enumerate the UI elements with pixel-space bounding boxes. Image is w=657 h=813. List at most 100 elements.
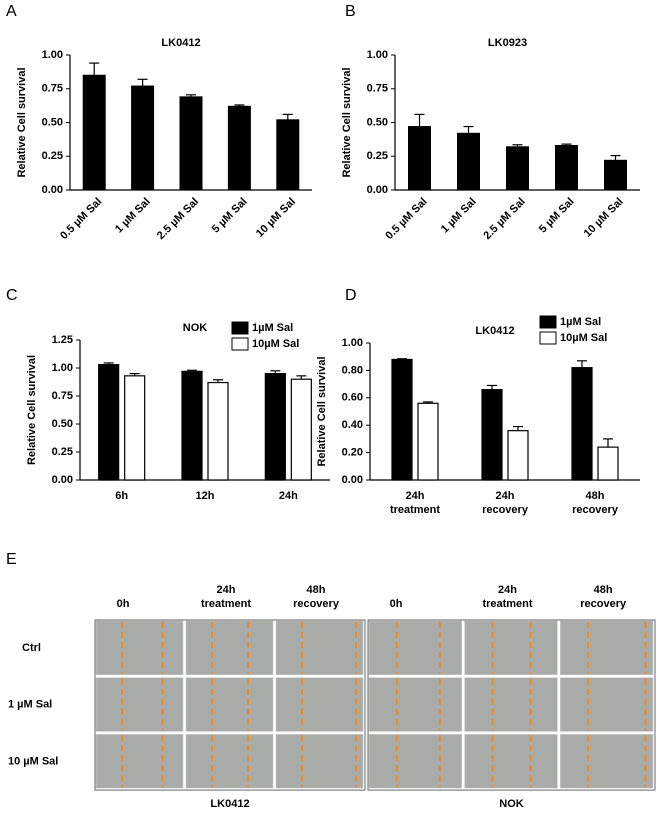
bar bbox=[181, 370, 203, 481]
y-tick-label: 0.00 bbox=[367, 184, 388, 196]
x-tick-label: 1 µM Sal bbox=[113, 196, 153, 236]
legend-swatch bbox=[231, 337, 249, 351]
y-tick-label: 1.25 bbox=[52, 334, 73, 346]
micrograph bbox=[186, 734, 273, 789]
micrograph-texture bbox=[185, 620, 274, 676]
y-tick-label: 1.00 bbox=[367, 49, 388, 61]
y-tick-label: 0.00 bbox=[42, 184, 63, 196]
legend-label: 1µM Sal bbox=[252, 322, 293, 334]
x-tick-label: 10 µM Sal bbox=[582, 196, 626, 240]
micrograph-texture bbox=[275, 734, 364, 789]
micrograph-texture bbox=[560, 677, 654, 732]
micrograph-texture bbox=[95, 620, 184, 676]
y-tick-label: 0.60 bbox=[342, 392, 363, 404]
bar bbox=[507, 430, 529, 481]
x-tick-label: 24h recovery bbox=[482, 490, 529, 516]
micrograph-texture bbox=[275, 620, 364, 676]
micrograph-texture bbox=[560, 734, 654, 789]
line: 12h bbox=[196, 490, 215, 502]
bar bbox=[82, 74, 106, 191]
y-axis-label: Relative Cell survival bbox=[26, 355, 38, 465]
x-tick-label: 12h bbox=[196, 490, 215, 502]
micrograph bbox=[276, 621, 363, 675]
y-tick-label: 0.50 bbox=[367, 116, 388, 128]
line: treatment bbox=[482, 598, 532, 610]
micrograph bbox=[276, 734, 363, 789]
micrograph-texture bbox=[368, 734, 462, 789]
column-header: 48h recovery bbox=[293, 584, 340, 610]
line: 24h bbox=[498, 584, 517, 596]
bar bbox=[571, 367, 593, 481]
panel-letter: C bbox=[6, 287, 18, 304]
micrograph-texture bbox=[368, 677, 462, 732]
bar bbox=[555, 144, 578, 191]
y-tick-label: 0.75 bbox=[42, 83, 63, 95]
x-tick-label: 6h bbox=[115, 490, 128, 502]
y-tick-label: 0.50 bbox=[52, 418, 73, 430]
grid-frame bbox=[94, 619, 366, 791]
y-axis-label: Relative Cell survival bbox=[16, 67, 28, 177]
micrograph bbox=[369, 621, 462, 675]
micrograph bbox=[560, 677, 653, 732]
y-tick-label: 0.00 bbox=[342, 474, 363, 486]
bar bbox=[597, 446, 619, 481]
line: 24h bbox=[217, 584, 236, 596]
legend-swatch bbox=[231, 321, 249, 335]
bar bbox=[131, 85, 155, 191]
y-tick-label: 0.75 bbox=[367, 83, 388, 95]
panel-letter: B bbox=[345, 3, 356, 20]
legend-label: 10µM Sal bbox=[560, 332, 607, 344]
chart-title: NOK bbox=[183, 322, 208, 334]
micrograph bbox=[186, 677, 273, 732]
y-tick-label: 0.80 bbox=[342, 364, 363, 376]
column-header: 24h treatment bbox=[482, 584, 532, 610]
column-header: 0h bbox=[117, 598, 130, 610]
micrograph-texture bbox=[185, 677, 274, 732]
row-label: 10 µM Sal bbox=[8, 755, 58, 767]
x-tick-label: 48h recovery bbox=[572, 490, 619, 516]
bar bbox=[179, 96, 203, 191]
micrograph-texture bbox=[95, 734, 184, 789]
column-header: 0h bbox=[390, 598, 403, 610]
column-header: 24h treatment bbox=[201, 584, 251, 610]
bar bbox=[207, 381, 229, 481]
micrograph bbox=[369, 734, 462, 789]
line: 48h bbox=[586, 490, 605, 502]
chart-title: LK0923 bbox=[488, 37, 527, 49]
bar bbox=[227, 105, 251, 191]
y-tick-label: 0.20 bbox=[342, 447, 363, 459]
x-tick-label: 5 µM Sal bbox=[210, 196, 250, 236]
y-axis-label: Relative Cell survival bbox=[316, 356, 328, 466]
micrograph-texture bbox=[464, 620, 558, 676]
line: 24h bbox=[496, 490, 515, 502]
x-tick-label: 0.5 µM Sal bbox=[383, 196, 429, 242]
micrograph bbox=[464, 621, 558, 675]
micrograph-texture bbox=[368, 620, 462, 676]
legend-label: 10µM Sal bbox=[252, 338, 299, 350]
micrograph-texture bbox=[464, 677, 558, 732]
micrograph bbox=[369, 677, 462, 732]
line: 48h bbox=[307, 584, 326, 596]
bar bbox=[408, 126, 431, 191]
y-axis-label: Relative Cell survival bbox=[341, 67, 353, 177]
y-tick-label: 1.00 bbox=[42, 49, 63, 61]
line: 6h bbox=[115, 490, 128, 502]
x-tick-label: 1 µM Sal bbox=[439, 196, 479, 236]
x-tick-label: 10 µM Sal bbox=[254, 196, 298, 240]
line: 24h bbox=[406, 490, 425, 502]
micrograph-texture bbox=[560, 620, 654, 676]
y-tick-label: 0.50 bbox=[42, 116, 63, 128]
bar bbox=[391, 358, 413, 481]
micrograph-texture bbox=[95, 677, 184, 732]
bar bbox=[604, 159, 627, 191]
bar bbox=[481, 388, 503, 481]
micrograph-texture bbox=[464, 734, 558, 789]
line: treatment bbox=[201, 598, 251, 610]
micrograph bbox=[96, 734, 183, 789]
line: recovery bbox=[580, 598, 627, 610]
legend-swatch bbox=[539, 331, 557, 345]
bar bbox=[98, 364, 120, 481]
micrograph bbox=[276, 677, 363, 732]
legend-label: 1µM Sal bbox=[560, 316, 601, 328]
